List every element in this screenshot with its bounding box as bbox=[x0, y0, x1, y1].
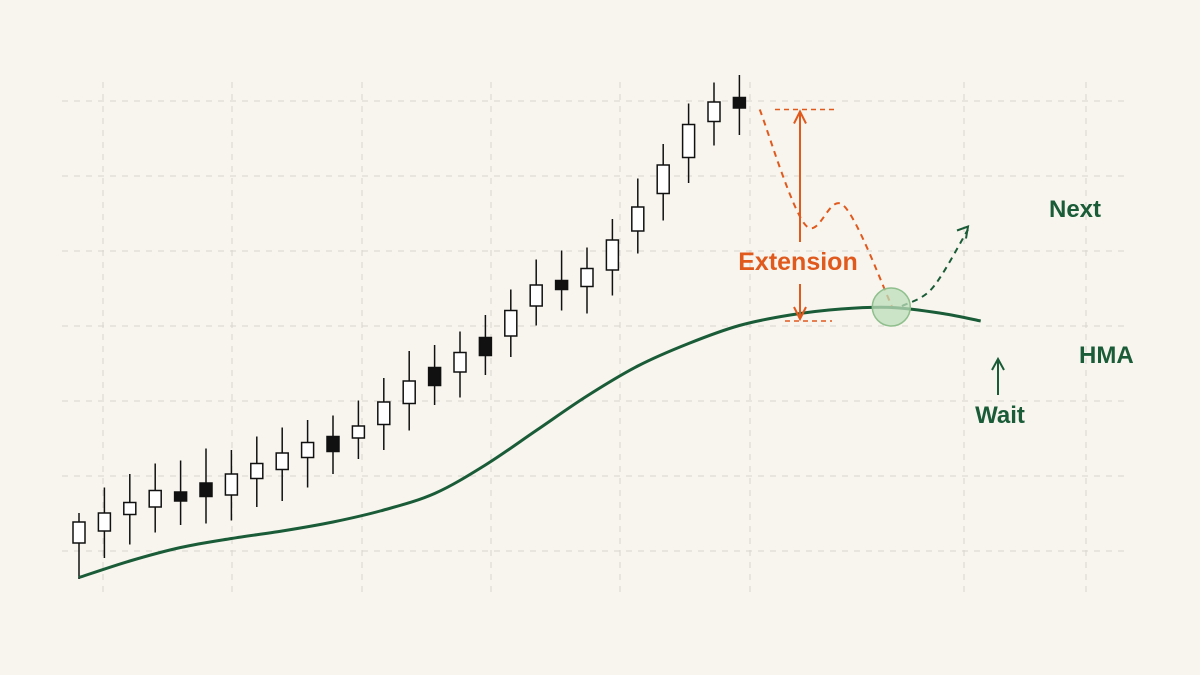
candle bbox=[173, 460, 188, 525]
wait-marker bbox=[871, 287, 912, 327]
candle bbox=[72, 513, 86, 579]
candle-body bbox=[173, 491, 188, 502]
next-projection bbox=[901, 228, 969, 307]
candle-body bbox=[300, 441, 315, 459]
candle bbox=[351, 400, 366, 459]
hma-line bbox=[78, 305, 981, 579]
candle bbox=[199, 448, 213, 524]
candle bbox=[605, 219, 620, 296]
candle bbox=[123, 474, 137, 545]
candle-body bbox=[453, 351, 467, 373]
candle-body bbox=[224, 473, 239, 496]
candle bbox=[224, 450, 239, 521]
candle-body bbox=[123, 501, 137, 516]
candle-body bbox=[402, 380, 416, 405]
candle-body bbox=[732, 96, 747, 109]
candle bbox=[580, 247, 594, 314]
candle-body bbox=[707, 101, 721, 123]
candle-body bbox=[377, 401, 391, 426]
candle-body bbox=[427, 366, 442, 387]
extension-arrowhead-up bbox=[793, 109, 807, 124]
candle bbox=[427, 345, 442, 405]
candle-body bbox=[554, 279, 569, 291]
candle bbox=[681, 103, 696, 183]
candle-body bbox=[351, 425, 366, 439]
candle-body bbox=[478, 336, 493, 357]
candle bbox=[250, 436, 264, 507]
candle bbox=[377, 378, 391, 450]
candle bbox=[529, 259, 543, 326]
candle-body bbox=[529, 284, 543, 307]
candle-body bbox=[605, 239, 620, 271]
candle bbox=[478, 315, 493, 375]
candle bbox=[707, 82, 721, 146]
candle bbox=[326, 415, 340, 474]
hma-label: HMA bbox=[1079, 342, 1134, 369]
candle bbox=[504, 289, 518, 357]
candle-body bbox=[681, 123, 696, 159]
candle-body bbox=[72, 521, 86, 544]
candle-body bbox=[250, 462, 264, 480]
candle-body bbox=[631, 206, 645, 232]
pullback-projection bbox=[758, 109, 893, 307]
extension-arrowhead-down bbox=[793, 306, 807, 322]
candle bbox=[732, 75, 747, 135]
candle-body bbox=[148, 489, 162, 508]
candle-body bbox=[580, 267, 594, 288]
grid bbox=[62, 82, 1130, 597]
candle-body bbox=[326, 435, 340, 453]
candle bbox=[402, 351, 416, 431]
candle bbox=[554, 250, 569, 311]
wait-arrowhead bbox=[991, 356, 1005, 371]
candle bbox=[656, 144, 670, 221]
candle-body bbox=[656, 164, 670, 195]
candle bbox=[97, 487, 112, 558]
extension-label: Extension bbox=[738, 248, 857, 276]
candle-body bbox=[97, 512, 112, 532]
candle-body bbox=[199, 482, 213, 498]
next-arrowhead bbox=[956, 224, 970, 239]
candle bbox=[275, 427, 289, 501]
candle bbox=[453, 331, 467, 398]
candle bbox=[148, 463, 162, 533]
extension-measure bbox=[775, 108, 838, 322]
candle bbox=[631, 178, 645, 254]
candle-body bbox=[504, 309, 518, 337]
wait-label: Wait bbox=[975, 402, 1025, 429]
next-label: Next bbox=[1049, 196, 1101, 223]
candle bbox=[300, 420, 315, 488]
candles bbox=[72, 75, 747, 579]
candle-body bbox=[275, 452, 289, 471]
